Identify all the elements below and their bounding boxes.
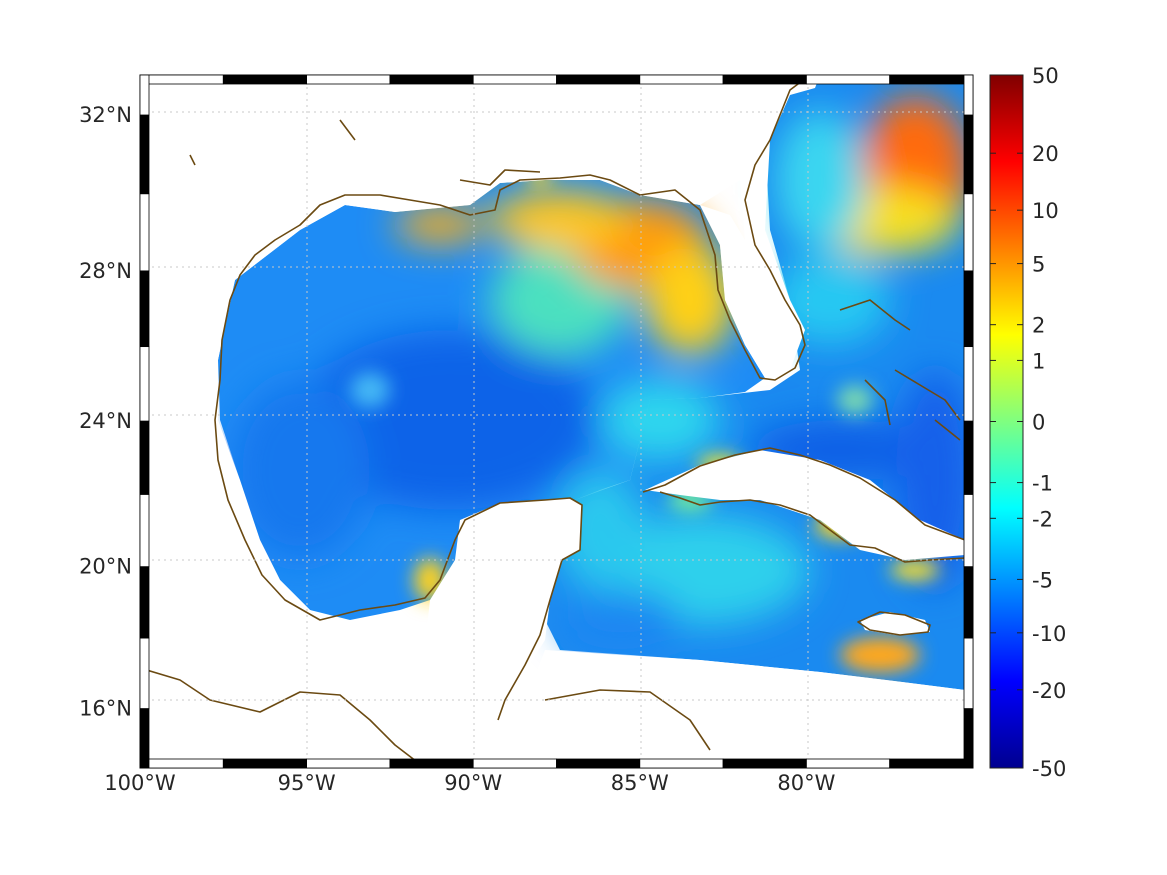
x-tick-label: 85°W [611,771,669,795]
atlantic-cyan [775,110,865,250]
frame-segment-bottom [472,758,557,769]
frame-segment-left [139,74,150,116]
frame-segment-right [963,270,974,348]
cyan-loop-eddy [350,372,390,408]
cuba-land [645,450,965,560]
frame-segment-top [389,74,474,85]
frame-segment-top [722,74,807,85]
frame-segment-right [963,493,974,568]
frame-segment-right [963,114,974,195]
frame-segment-top [889,74,974,85]
frame-segment-bottom [139,758,224,769]
frame-segment-right [963,566,974,639]
frame-segment-left [139,420,150,495]
frame-segment-left [139,193,150,272]
us-north-land [345,75,820,212]
frame-segment-left [139,270,150,348]
frame-segment-left [139,708,150,769]
frame-segment-top [556,74,641,85]
colorbar-tick-label: 10 [1032,199,1059,223]
map-frame [139,74,974,769]
frame-segment-left [139,346,150,422]
frame-segment-right [963,420,974,495]
frame-segment-right [963,74,974,116]
frame-segment-left [139,114,150,195]
x-tick-label: 100°W [104,771,176,795]
frame-segment-right [963,193,974,272]
y-tick-label: 16°N [79,697,132,721]
colorbar-tick-label: -10 [1032,622,1066,646]
frame-segment-right [963,637,974,709]
frame-segment-top [806,74,891,85]
colorbar-tick-label: -20 [1032,679,1066,703]
frame-segment-bottom [889,758,974,769]
grid-lines [140,75,973,768]
field-anomalies [230,95,973,650]
colorbar-tick-label: -5 [1032,568,1053,592]
colorbar-tick-label: 20 [1032,142,1059,166]
cyan-bahamas-bank [837,385,873,415]
florida-land [700,75,820,380]
warm-jamaica-south [840,637,920,673]
frame-segment-right [963,346,974,422]
frame-segment-bottom [639,758,724,769]
colorbar-tick-label: -50 [1032,757,1066,781]
central-america-coastline [140,667,711,768]
frame-segment-top [472,74,557,85]
warm-florida-shelf [645,245,735,355]
coastline-layer [140,75,966,768]
x-tick-label: 95°W [278,771,336,795]
cool-central-strait [600,380,720,460]
colorbar-tick-label: 1 [1032,349,1045,373]
bahamas-coastline [839,299,961,441]
y-tick-label: 20°N [79,555,132,579]
caribbean-south-land [500,650,973,768]
frame-segment-top [139,74,224,85]
x-tick-label: 80°W [777,771,835,795]
louisiana-coastline [189,119,541,186]
frame-segment-bottom [722,758,807,769]
warm-panhandle [490,190,630,250]
frame-segment-bottom [556,758,641,769]
colorbar-tick-label: -2 [1032,507,1053,531]
land-layer [140,75,973,768]
frame-segment-left [139,637,150,709]
frame-segment-bottom [222,758,308,769]
frame-segment-right [963,708,974,769]
frame-segment-bottom [306,758,391,769]
colorbar-tick-label: 0 [1032,411,1045,435]
jamaica-coastline [857,611,931,636]
frame-segment-left [139,493,150,568]
frame-segment-bottom [806,758,891,769]
warm-windward [890,560,940,580]
cyan-yucatan [555,470,645,590]
y-tick-label: 32°N [79,103,132,127]
gulf-coastline [214,75,811,721]
x-tick-labels: 100°W 95°W 90°W 85°W 80°W [104,771,835,795]
frame-segment-bottom [389,758,474,769]
colorbar-tick-label: 5 [1032,253,1045,277]
frame-segment-left [139,566,150,639]
y-tick-labels: 32°N 28°N 24°N 20°N 16°N [79,103,132,721]
frame-segment-top [222,74,308,85]
frame-segment-top [639,74,724,85]
colorbar-tick-label: 2 [1032,314,1045,338]
cuba-coastline [642,447,966,563]
blue-caribbean-south [560,590,680,650]
colorbar-tick-label: 50 [1032,64,1059,88]
warm-louisiana-shelf [395,207,485,243]
x-tick-label: 90°W [444,771,502,795]
cold-core-west-gulf [230,380,370,560]
y-tick-label: 24°N [79,409,132,433]
mexico-west-land [140,75,345,668]
frame-segment-top [306,74,391,85]
y-tick-label: 28°N [79,259,132,283]
colorbar-tick-label: -1 [1032,472,1053,496]
